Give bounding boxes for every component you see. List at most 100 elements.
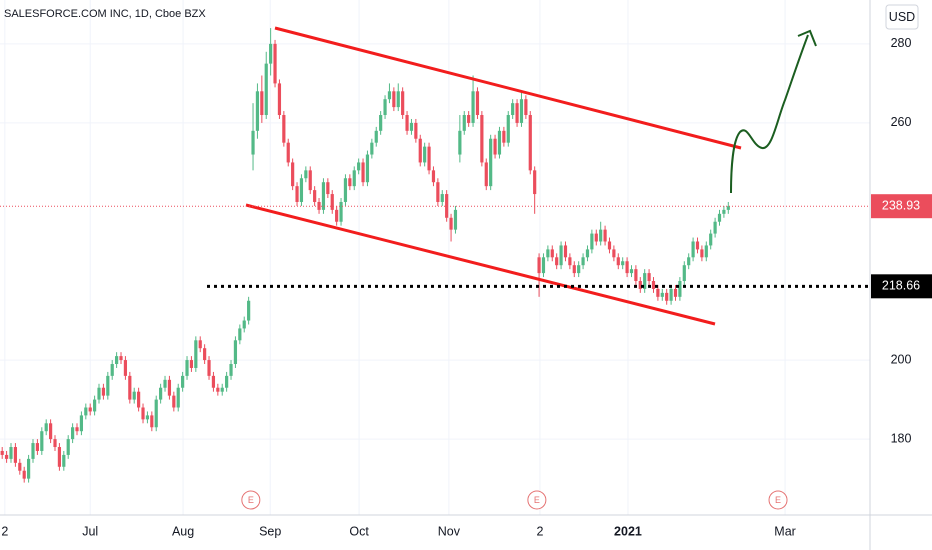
candle-body	[427, 146, 431, 171]
candle-body	[555, 257, 559, 266]
candle-body	[9, 447, 13, 459]
candle-body	[418, 138, 422, 163]
x-tick-label: 2	[536, 524, 543, 538]
candle-body	[247, 300, 251, 321]
candle-body	[599, 229, 603, 242]
candle-body	[405, 115, 409, 131]
candle-body	[568, 257, 572, 266]
x-tick-label: Mar	[774, 524, 796, 538]
candle-body	[207, 360, 211, 376]
candle-body	[145, 415, 150, 420]
candle-body	[656, 288, 660, 297]
overlay-layer	[0, 205, 870, 288]
candle-body	[291, 162, 295, 187]
candle-body	[308, 170, 312, 191]
candle-body	[726, 206, 730, 210]
candle-body	[643, 273, 647, 289]
candle-body	[321, 182, 326, 210]
candle-body	[634, 269, 638, 282]
candle-body	[167, 379, 172, 396]
x-tick-label: Sep	[259, 524, 281, 538]
candle-body	[361, 162, 365, 183]
candle-body	[423, 146, 427, 163]
candle-body	[541, 257, 546, 274]
candle-body	[229, 364, 233, 376]
candle-body	[691, 241, 695, 258]
candle-body	[392, 91, 396, 108]
candle-body	[260, 91, 264, 116]
candle-body	[445, 194, 449, 218]
earnings-marker	[241, 490, 261, 510]
candle-body	[119, 356, 123, 361]
x-tick-label: Jul	[82, 524, 98, 538]
candle-body	[665, 292, 669, 301]
candle-body	[515, 103, 519, 123]
candle-body	[396, 91, 400, 108]
y-tick-label: 260	[891, 115, 912, 129]
candle-body	[533, 170, 537, 195]
candle-body	[594, 233, 598, 242]
candle-body	[440, 194, 444, 202]
candle-body	[313, 190, 317, 202]
candle-body	[717, 213, 722, 222]
candle-body	[625, 261, 629, 274]
candle-body	[269, 43, 273, 64]
candle-body	[348, 178, 352, 187]
candle-body	[141, 407, 145, 420]
arrow-head	[797, 29, 817, 47]
candle-body	[607, 241, 612, 250]
candle-body	[44, 423, 48, 432]
candle-body	[475, 91, 480, 116]
candle-body	[75, 427, 79, 432]
candle-body	[409, 122, 414, 131]
candle-body	[546, 249, 550, 258]
candle-body	[647, 273, 651, 282]
channel-upper	[274, 26, 742, 150]
candle-body	[524, 99, 528, 116]
candle-body	[462, 115, 466, 131]
candle-body	[132, 391, 136, 400]
x-tick-label: Oct	[349, 524, 369, 538]
candle-body	[282, 115, 286, 143]
candle-body	[57, 447, 62, 467]
projection-arrow	[730, 34, 809, 194]
candle-body	[682, 265, 686, 282]
candle-body	[563, 245, 568, 258]
candle-body	[343, 178, 348, 202]
candle-body	[88, 407, 92, 412]
candle-body	[357, 162, 361, 171]
candle-body	[572, 265, 576, 274]
candle-body	[62, 454, 66, 467]
candle-body	[40, 431, 44, 451]
candle-body	[700, 249, 704, 258]
candle-body	[695, 241, 700, 250]
last-price-tag	[871, 194, 932, 219]
candle-body	[383, 99, 387, 116]
candle-body	[651, 281, 656, 289]
candle-body	[506, 115, 510, 143]
candle-body	[590, 233, 594, 250]
candle-body	[66, 439, 70, 455]
candle-body	[49, 423, 53, 440]
candle-body	[621, 261, 625, 266]
candle-body	[101, 387, 106, 396]
candle-body	[22, 470, 26, 479]
candle-body	[53, 439, 57, 448]
candle-body	[242, 320, 246, 329]
candle-body	[335, 209, 339, 222]
candle-body	[181, 375, 185, 388]
earnings-label: E	[775, 495, 781, 505]
candle-body	[326, 182, 330, 195]
candle-body	[185, 360, 189, 376]
candle-body	[678, 281, 682, 297]
candle-body	[264, 63, 268, 116]
candle-body	[453, 209, 458, 230]
candle-body	[339, 201, 343, 222]
y-tick-label: 280	[891, 36, 912, 50]
candle-body	[713, 221, 717, 234]
candle-body	[577, 265, 581, 274]
currency-box[interactable]	[885, 4, 919, 30]
level-label: 218.66	[882, 279, 920, 293]
candle-body	[370, 142, 374, 155]
